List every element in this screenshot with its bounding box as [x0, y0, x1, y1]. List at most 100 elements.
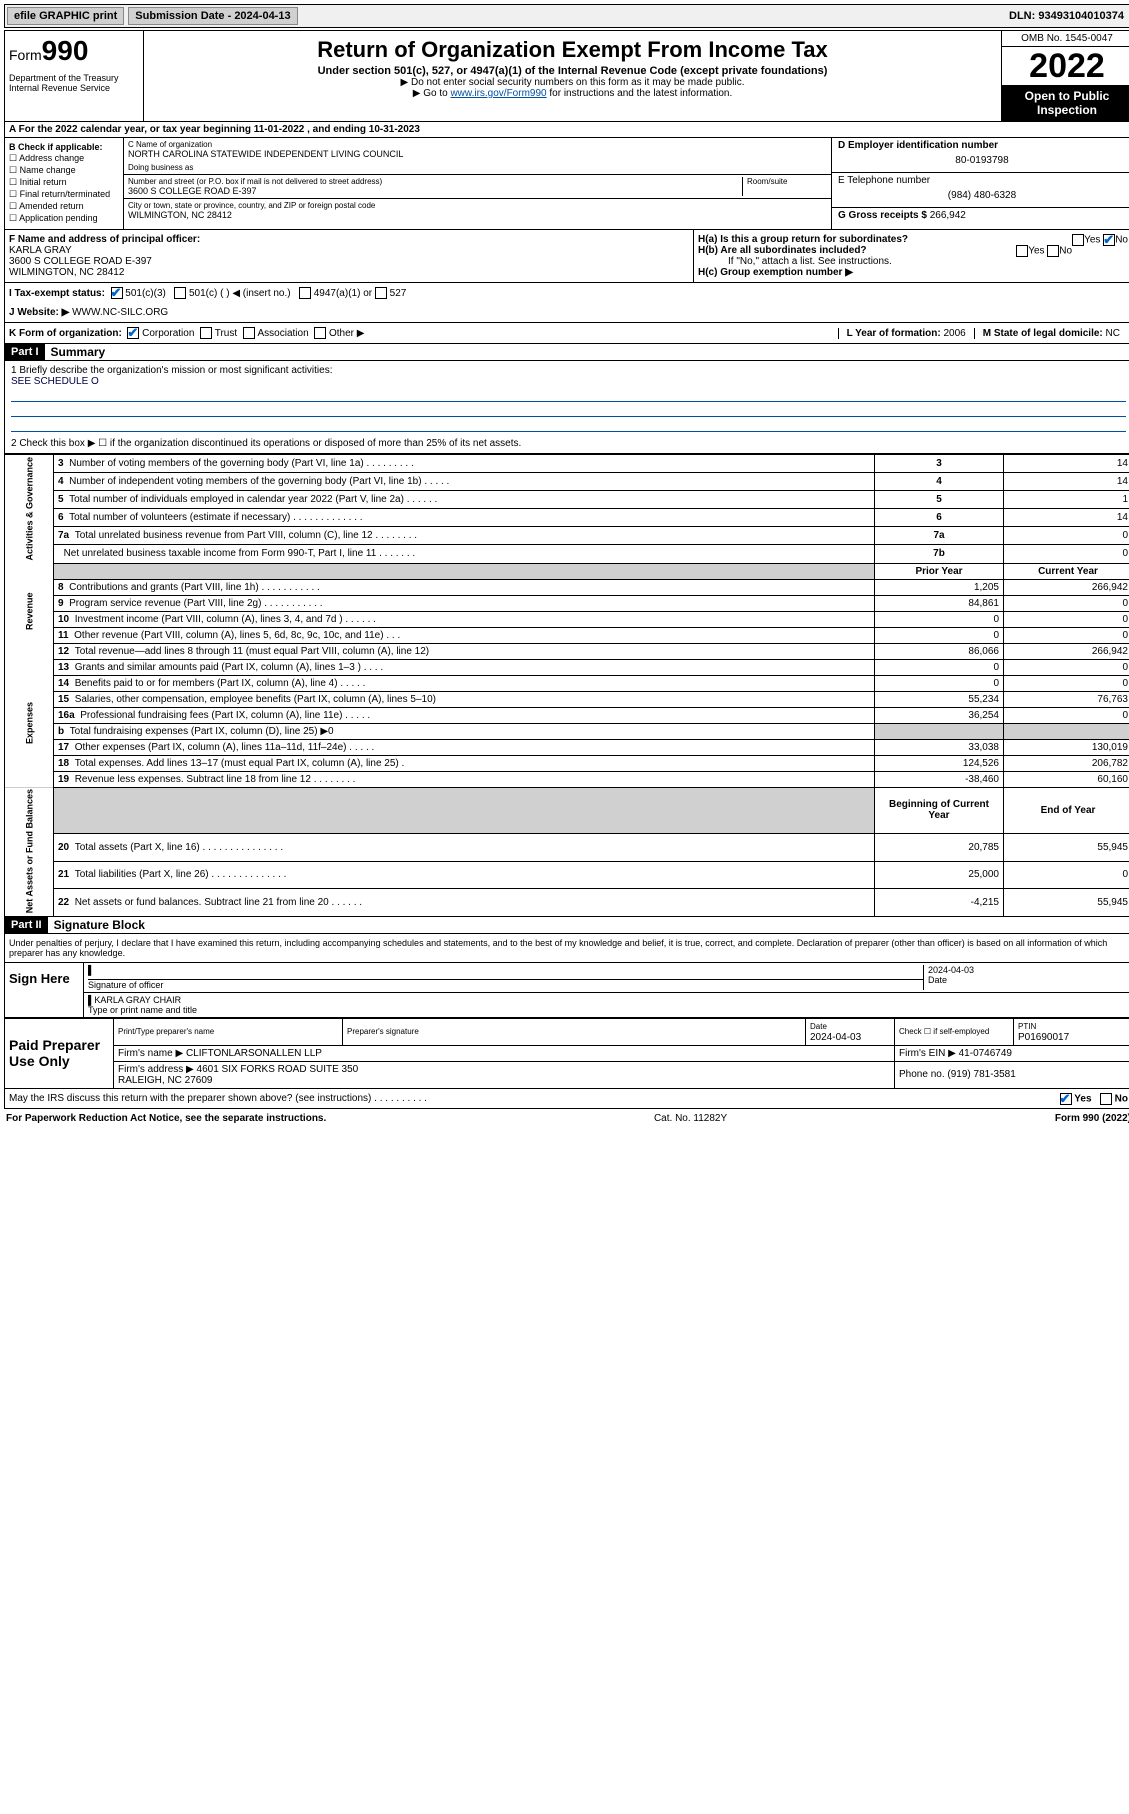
website-label: J Website: ▶	[9, 307, 69, 318]
discuss-yes[interactable]	[1060, 1093, 1072, 1105]
cb-assoc[interactable]	[243, 327, 255, 339]
footer-left: For Paperwork Reduction Act Notice, see …	[6, 1113, 326, 1124]
cb-name-change[interactable]: ☐ Name change	[9, 165, 119, 176]
form-note1: ▶ Do not enter social security numbers o…	[152, 77, 993, 88]
sig-name: KARLA GRAY CHAIR	[94, 995, 181, 1005]
year-formation: 2006	[943, 328, 965, 339]
prep-name-label: Print/Type preparer's name	[118, 1027, 214, 1036]
submission-date-button[interactable]: Submission Date - 2024-04-13	[128, 7, 297, 25]
city-label: City or town, state or province, country…	[128, 201, 827, 210]
prep-check[interactable]: Check ☐ if self-employed	[895, 1018, 1014, 1045]
cb-initial-return[interactable]: ☐ Initial return	[9, 177, 119, 188]
section-a-text: A For the 2022 calendar year, or tax yea…	[9, 124, 420, 135]
q2-label: 2 Check this box ▶ ☐ if the organization…	[11, 438, 1126, 449]
firm-ein-label: Firm's EIN ▶	[899, 1048, 956, 1059]
q1-label: 1 Briefly describe the organization's mi…	[11, 365, 1126, 376]
addr-label: Number and street (or P.O. box if mail i…	[128, 177, 742, 186]
ha-no[interactable]	[1103, 234, 1115, 246]
col-de: D Employer identification number 80-0193…	[831, 138, 1129, 229]
dba-label: Doing business as	[128, 163, 827, 172]
ha-label: H(a) Is this a group return for subordin…	[698, 234, 908, 245]
org-name: NORTH CAROLINA STATEWIDE INDEPENDENT LIV…	[128, 149, 827, 159]
cb-application[interactable]: ☐ Application pending	[9, 213, 119, 224]
efile-button[interactable]: efile GRAPHIC print	[7, 7, 124, 25]
side-expenses: Expenses	[5, 659, 54, 787]
col-b-header: B Check if applicable:	[9, 142, 103, 152]
tax-year: 2022	[1002, 47, 1129, 85]
part2-header: Part II	[5, 917, 48, 933]
prep-date: 2024-04-03	[810, 1032, 861, 1043]
col-b: B Check if applicable: ☐ Address change …	[5, 138, 124, 229]
gross-receipts-value: 266,942	[930, 210, 966, 221]
year-formation-label: L Year of formation:	[847, 328, 941, 339]
firm-phone: (919) 781-3581	[947, 1069, 1015, 1080]
sig-officer-label: Signature of officer	[88, 980, 163, 990]
org-city: WILMINGTON, NC 28412	[128, 210, 827, 220]
paid-preparer-table: Paid Preparer Use Only Print/Type prepar…	[4, 1018, 1129, 1089]
sign-here-label: Sign Here	[5, 963, 83, 1017]
sig-date-label: Date	[928, 975, 947, 985]
side-net-assets: Net Assets or Fund Balances	[5, 787, 54, 916]
cb-527[interactable]	[375, 287, 387, 299]
discuss-label: May the IRS discuss this return with the…	[9, 1093, 427, 1104]
ptin: P01690017	[1018, 1032, 1069, 1043]
part1-header: Part I	[5, 344, 45, 360]
q1-answer: SEE SCHEDULE O	[11, 376, 1126, 387]
footer-mid: Cat. No. 11282Y	[654, 1113, 727, 1124]
gross-receipts-label: G Gross receipts $	[838, 210, 927, 221]
room-label: Room/suite	[747, 177, 827, 186]
form-number: 990	[42, 35, 89, 66]
section-a: A For the 2022 calendar year, or tax yea…	[4, 122, 1129, 138]
row-h: H(a) Is this a group return for subordin…	[693, 230, 1129, 282]
footer-right: Form 990 (2022)	[1055, 1113, 1129, 1124]
cb-501c3[interactable]	[111, 287, 123, 299]
dept-label: Department of the Treasury Internal Reve…	[9, 67, 139, 93]
row-k: K Form of organization: Corporation Trus…	[4, 323, 1129, 344]
cb-final-return[interactable]: ☐ Final return/terminated	[9, 189, 119, 200]
form-subtitle: Under section 501(c), 527, or 4947(a)(1)…	[152, 65, 993, 77]
form-note2: ▶ Go to www.irs.gov/Form990 for instruct…	[152, 88, 993, 99]
paid-label: Paid Preparer Use Only	[5, 1018, 114, 1088]
firm-addr-label: Firm's address ▶	[118, 1064, 194, 1075]
firm-name-label: Firm's name ▶	[118, 1048, 183, 1059]
note2-suffix: for instructions and the latest informat…	[547, 88, 733, 99]
hb-note: If "No," attach a list. See instructions…	[698, 256, 1128, 267]
prep-sig-label: Preparer's signature	[347, 1027, 419, 1036]
inspection-label: Open to Public Inspection	[1002, 85, 1129, 121]
row-j: J Website: ▶ WWW.NC-SILC.ORG	[4, 303, 1129, 323]
discuss-no[interactable]	[1100, 1093, 1112, 1105]
cb-trust[interactable]	[200, 327, 212, 339]
row-f: F Name and address of principal officer:…	[5, 230, 693, 282]
cb-corp[interactable]	[127, 327, 139, 339]
top-bar: efile GRAPHIC print Submission Date - 20…	[4, 4, 1129, 28]
cb-address-change[interactable]: ☐ Address change	[9, 153, 119, 164]
cb-501c[interactable]	[174, 287, 186, 299]
cb-other[interactable]	[314, 327, 326, 339]
website-value: WWW.NC-SILC.ORG	[72, 307, 168, 318]
ha-yes[interactable]	[1072, 234, 1084, 246]
dln-label: DLN: 93493104010374	[1009, 10, 1129, 22]
cb-4947[interactable]	[299, 287, 311, 299]
hb-no[interactable]	[1047, 245, 1059, 257]
hc-label: H(c) Group exemption number ▶	[698, 267, 853, 278]
part2-bar: Part II Signature Block	[4, 917, 1129, 934]
firm-name: CLIFTONLARSONALLEN LLP	[186, 1048, 322, 1059]
form-title: Return of Organization Exempt From Incom…	[152, 37, 993, 63]
cb-amended[interactable]: ☐ Amended return	[9, 201, 119, 212]
form-org-label: K Form of organization:	[9, 328, 122, 339]
row-fh: F Name and address of principal officer:…	[4, 230, 1129, 283]
omb-number: OMB No. 1545-0047	[1002, 31, 1129, 47]
irs-link[interactable]: www.irs.gov/Form990	[450, 88, 546, 99]
tax-exempt-label: I Tax-exempt status:	[9, 288, 105, 299]
hb-label: H(b) Are all subordinates included?	[698, 245, 867, 256]
footer: For Paperwork Reduction Act Notice, see …	[4, 1109, 1129, 1128]
header-right: OMB No. 1545-0047 2022 Open to Public In…	[1001, 31, 1129, 121]
officer-name: KARLA GRAY	[9, 245, 72, 256]
hb-yes[interactable]	[1016, 245, 1028, 257]
form-header: Form990 Department of the Treasury Inter…	[4, 30, 1129, 122]
row-i: I Tax-exempt status: 501(c)(3) 501(c) ( …	[4, 283, 1129, 303]
domicile: NC	[1106, 328, 1120, 339]
officer-addr2: WILMINGTON, NC 28412	[9, 267, 124, 278]
ein-value: 80-0193798	[838, 151, 1126, 170]
mission-block: 1 Briefly describe the organization's mi…	[4, 361, 1129, 454]
